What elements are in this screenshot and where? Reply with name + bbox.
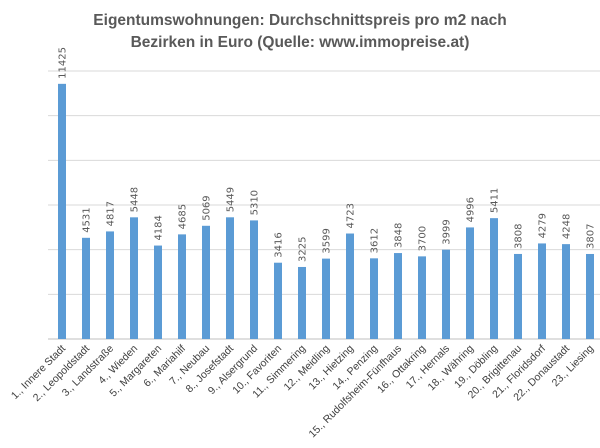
bar	[346, 233, 354, 339]
data-label: 5411	[490, 188, 501, 213]
data-label: 3700	[418, 226, 429, 251]
data-label: 5449	[226, 187, 237, 212]
data-label: 4685	[178, 204, 189, 229]
data-label: 4184	[154, 215, 165, 240]
bar	[442, 249, 450, 339]
data-label: 3848	[394, 223, 405, 248]
bar	[562, 244, 570, 339]
data-label: 3612	[370, 228, 381, 253]
bar	[154, 245, 162, 339]
data-label: 11425	[58, 47, 69, 79]
data-label: 4996	[466, 197, 477, 222]
bar	[586, 253, 594, 339]
bar	[370, 258, 378, 339]
data-label: 5310	[250, 190, 261, 215]
bar	[538, 243, 546, 339]
data-label: 3599	[322, 228, 333, 253]
data-label: 3416	[274, 232, 285, 257]
bar	[466, 227, 474, 339]
chart-title-line-2: Bezirken in Euro (Quelle: www.immopreise…	[130, 34, 470, 51]
data-label: 4531	[82, 207, 93, 232]
data-label: 3807	[586, 224, 597, 249]
chart-title: Eigentumswohnungen: Durchschnittspreis p…	[0, 10, 600, 54]
data-label: 5448	[130, 187, 141, 212]
data-label: 3808	[514, 224, 525, 249]
data-label: 3999	[442, 219, 453, 244]
bar	[250, 220, 258, 339]
bar	[322, 258, 330, 339]
data-label: 4723	[346, 203, 357, 228]
chart-title-line-1: Eigentumswohnungen: Durchschnittspreis p…	[93, 12, 507, 29]
data-label: 5069	[202, 195, 213, 220]
bar	[202, 225, 210, 339]
bar	[106, 231, 114, 339]
bar	[298, 266, 306, 339]
data-label: 4279	[538, 213, 549, 238]
bar	[394, 253, 402, 339]
bar	[514, 253, 522, 339]
bar	[82, 237, 90, 339]
bar	[226, 217, 234, 339]
bar	[178, 234, 186, 339]
bar	[130, 217, 138, 339]
data-label: 3225	[298, 237, 309, 262]
bar	[490, 218, 498, 339]
bar	[274, 262, 282, 339]
data-label: 4248	[562, 214, 573, 239]
bar	[418, 256, 426, 339]
data-label: 4817	[106, 201, 117, 226]
bar	[58, 83, 66, 339]
